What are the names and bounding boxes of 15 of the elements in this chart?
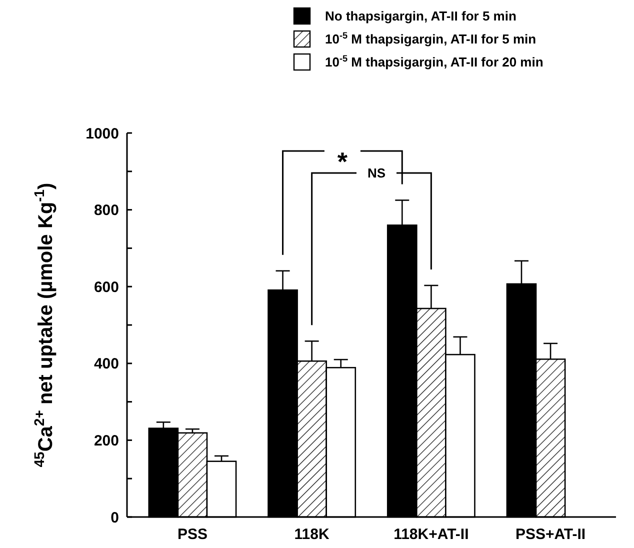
- x-tick-label: 118K+AT-II: [394, 526, 469, 543]
- y-tick-label: 400: [94, 356, 119, 373]
- y-tick-label: 200: [94, 432, 119, 450]
- annotation: *: [337, 146, 348, 176]
- legend-label: 10$^{-5}$ M thapsigargin, AT-II for 20 min: [325, 54, 544, 70]
- x-tick-label: 118K: [294, 526, 330, 543]
- annotation: NS: [367, 166, 386, 181]
- y-tick-label: 800: [94, 202, 119, 220]
- x-tick-label: PSS+AT-II: [515, 526, 586, 543]
- x-tick-label: PSS: [177, 526, 208, 543]
- y-tick-label: 1000: [86, 125, 119, 142]
- y-tick-label: 0: [110, 509, 119, 526]
- legend-label: No thapsigargin, AT-II for 5 min: [325, 8, 516, 24]
- y-tick-label: 600: [94, 278, 119, 296]
- legend-label: 10$^{-5}$ M thapsigargin, AT-II for 5 min: [325, 30, 536, 47]
